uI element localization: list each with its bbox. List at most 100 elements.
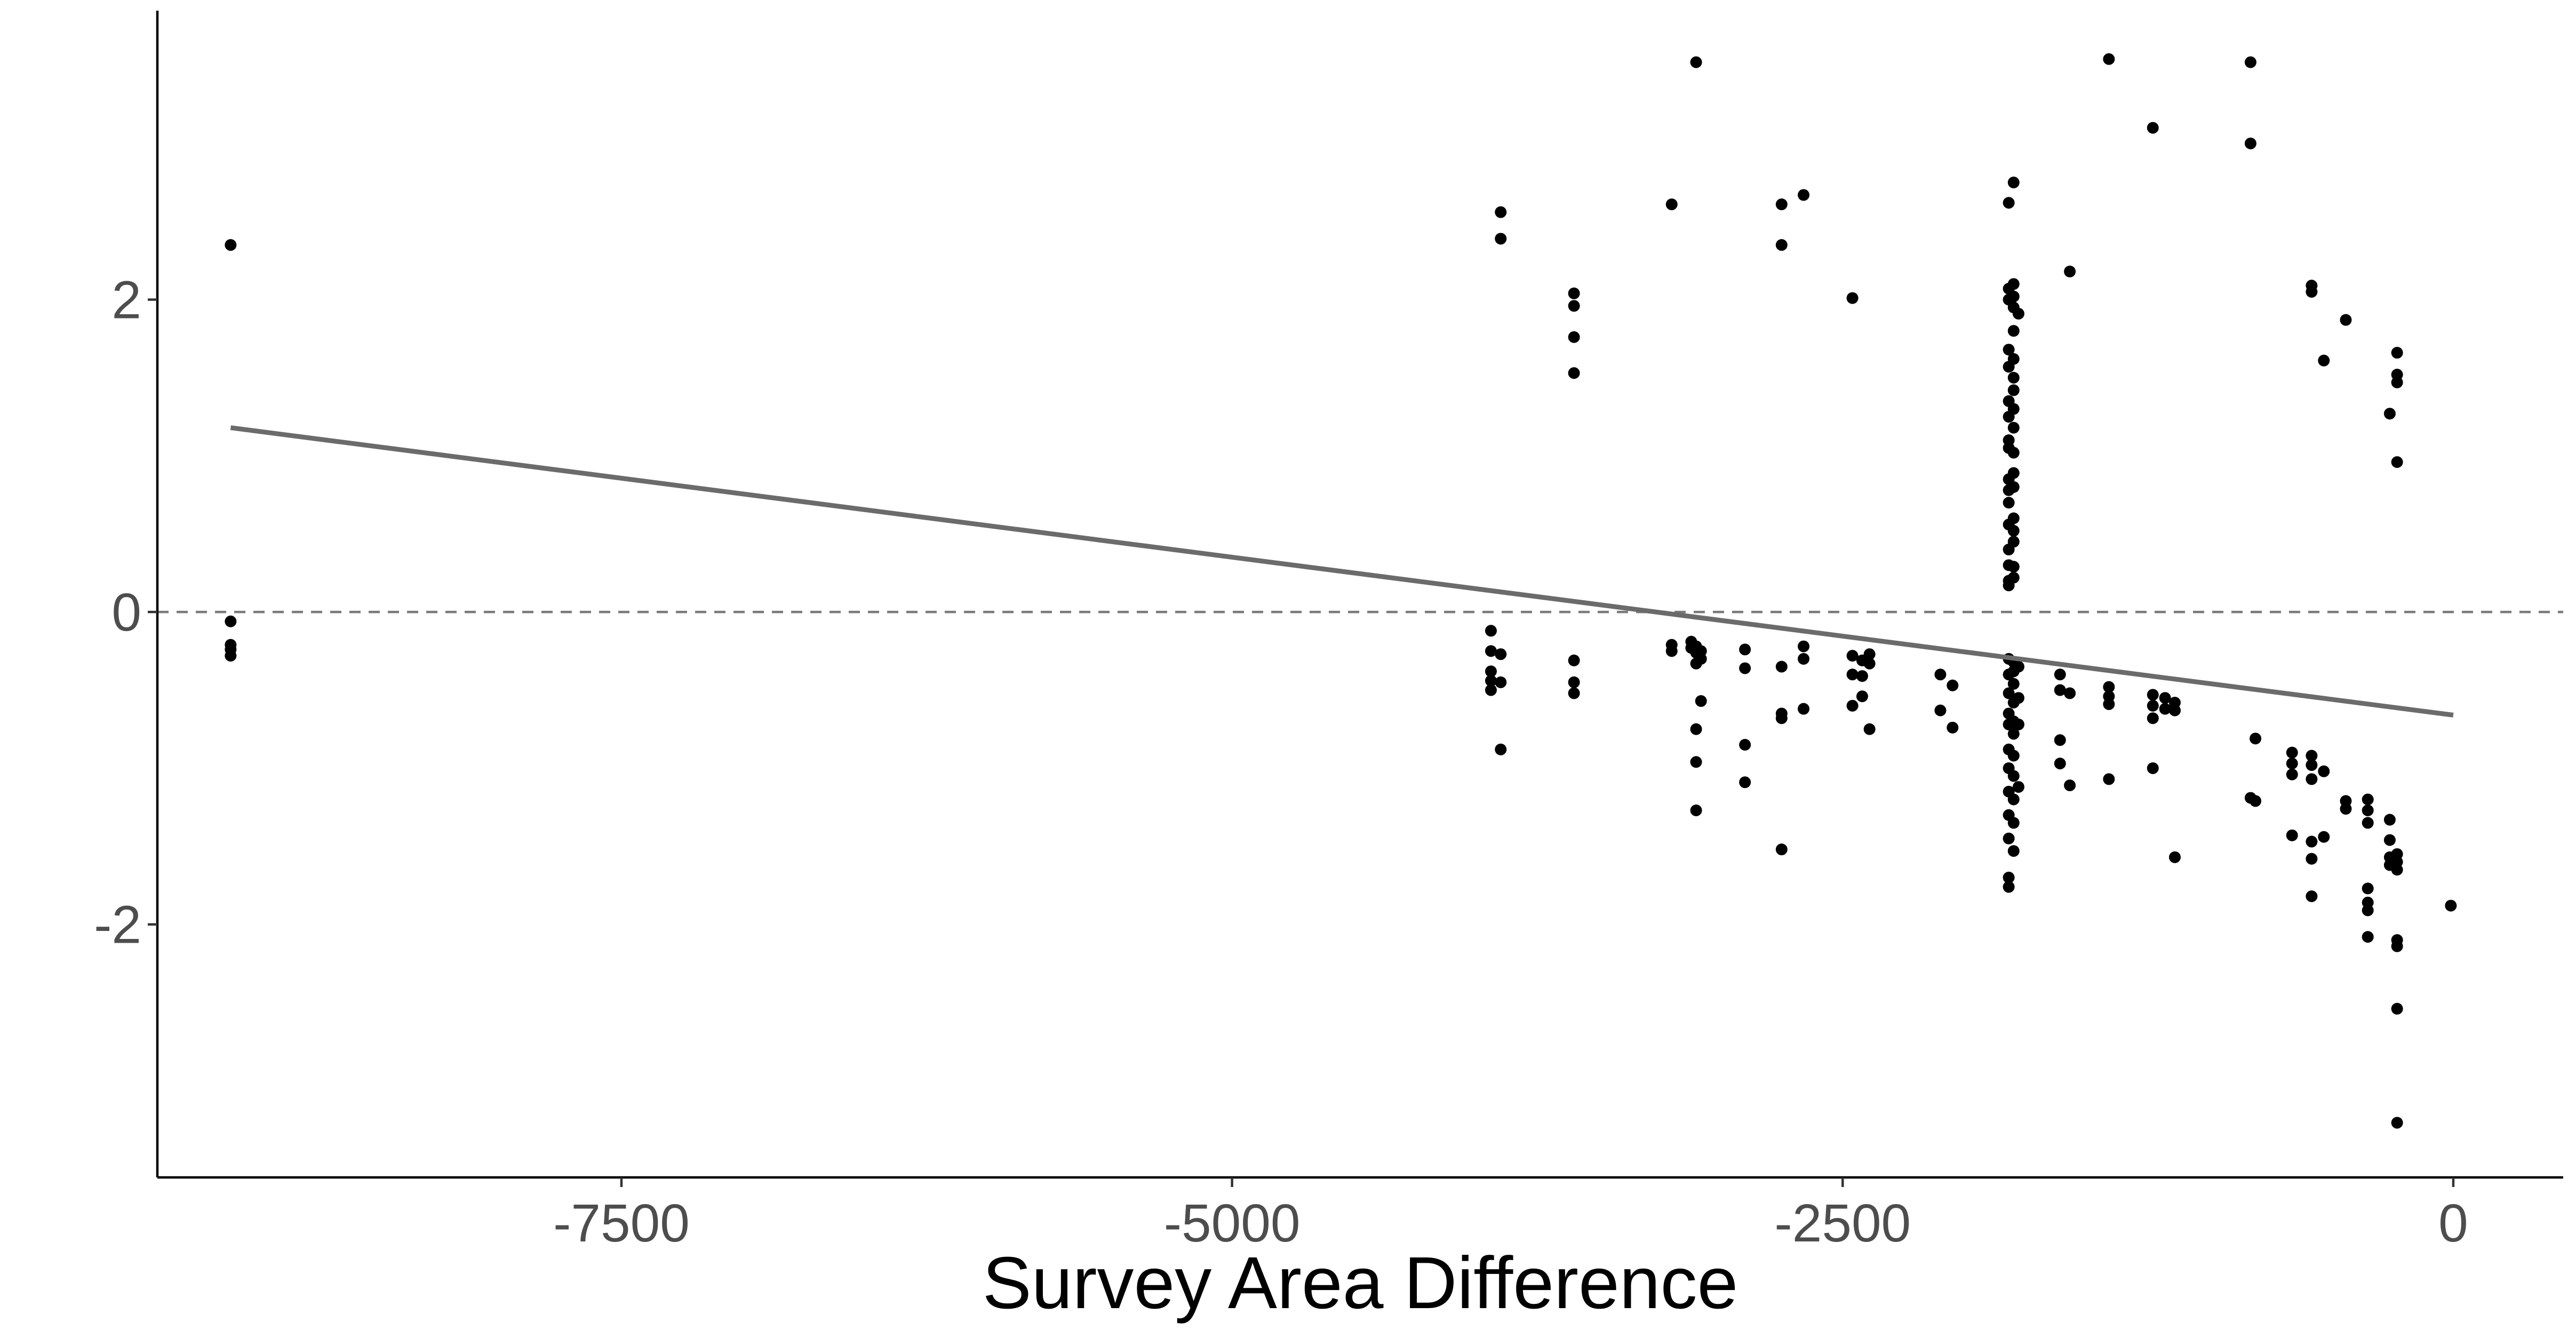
data-point (2012, 718, 2024, 730)
data-point (2147, 122, 2159, 134)
data-point (2306, 759, 2318, 771)
data-point (1568, 331, 1580, 343)
data-point (2318, 354, 2330, 367)
data-point (2147, 689, 2159, 701)
data-point (2306, 285, 2318, 298)
data-point (2007, 770, 2020, 782)
data-point (1690, 723, 1702, 735)
data-point (1798, 653, 1810, 665)
data-point (2383, 408, 2396, 420)
data-point (2003, 687, 2015, 699)
data-point (2003, 881, 2015, 893)
data-point (1665, 645, 1678, 657)
data-point (1863, 723, 1876, 735)
data-point (2064, 779, 2076, 792)
data-point (2007, 403, 2020, 415)
data-point (1846, 650, 1859, 662)
data-point (2103, 773, 2115, 785)
data-point (2103, 698, 2115, 710)
data-point (2159, 703, 2171, 715)
data-point (2007, 845, 2020, 857)
data-point (2007, 290, 2020, 302)
data-point (2007, 561, 2020, 573)
data-point (1775, 239, 1788, 251)
data-point (2362, 904, 2374, 917)
data-point (2007, 571, 2020, 584)
data-point (2383, 834, 2396, 846)
regression-line (230, 425, 2454, 718)
data-point (1798, 189, 1810, 201)
data-point (2391, 1117, 2403, 1129)
data-point (2340, 314, 2352, 326)
data-point (2007, 353, 2020, 365)
data-point (2306, 750, 2318, 762)
data-point (1846, 668, 1859, 681)
data-point (2003, 832, 2015, 845)
data-point (1856, 670, 1868, 682)
data-point (2064, 265, 2076, 277)
data-point (2007, 728, 2020, 740)
data-point (2445, 899, 2457, 912)
data-point (1775, 660, 1788, 673)
data-point (2007, 421, 2020, 434)
data-point (1739, 662, 1751, 674)
data-point (2362, 882, 2374, 895)
data-point (1947, 679, 1959, 691)
x-axis-ticks: -7500 -5000 -2500 0 (553, 1177, 2468, 1253)
data-point (2383, 814, 2396, 826)
data-point (225, 615, 237, 627)
x-tick-label: 0 (2438, 1193, 2468, 1253)
data-point (1665, 198, 1678, 211)
data-point (2007, 817, 2020, 829)
data-point (2159, 692, 2171, 704)
data-point (2054, 734, 2066, 746)
data-point (2286, 768, 2298, 780)
data-point (2054, 758, 2066, 770)
x-tick-label: -2500 (1774, 1193, 1911, 1253)
data-point (2391, 347, 2403, 359)
data-point (2306, 853, 2318, 865)
data-point (2362, 931, 2374, 943)
data-point (2007, 177, 2020, 189)
data-point (1485, 684, 1497, 696)
data-point (1568, 367, 1580, 379)
data-point (1485, 645, 1497, 657)
data-point (225, 650, 237, 662)
data-point (2103, 681, 2115, 693)
x-axis-title: Survey Area Difference (983, 1242, 1738, 1324)
data-point (1568, 287, 1580, 299)
data-point (1695, 695, 1707, 707)
data-point (1495, 206, 1507, 218)
y-tick-label: -2 (94, 895, 141, 955)
data-point (2244, 56, 2256, 68)
data-point (2007, 447, 2020, 459)
data-point (1695, 653, 1707, 665)
data-point (1690, 804, 1702, 816)
data-point (2012, 660, 2024, 673)
data-point (1934, 668, 1947, 681)
data-point (2306, 890, 2318, 903)
data-point (2391, 376, 2403, 388)
data-point (2168, 851, 2181, 863)
data-point (2007, 793, 2020, 806)
data-point (1568, 687, 1580, 699)
data-point (1863, 657, 1876, 670)
data-point (2340, 803, 2352, 815)
data-point (2012, 307, 2024, 320)
x-tick-label: -5000 (1164, 1193, 1301, 1253)
data-point (1846, 699, 1859, 712)
data-point (2007, 678, 2020, 690)
data-point (2007, 524, 2020, 537)
data-point (2168, 704, 2181, 716)
data-point (1568, 654, 1580, 666)
data-point (2250, 732, 2262, 745)
data-point (2003, 197, 2015, 209)
data-point (2391, 1002, 2403, 1015)
data-point (1863, 648, 1876, 660)
data-point (2391, 940, 2403, 952)
data-point (2054, 668, 2066, 681)
data-point (2103, 53, 2115, 65)
data-point (2147, 712, 2159, 724)
